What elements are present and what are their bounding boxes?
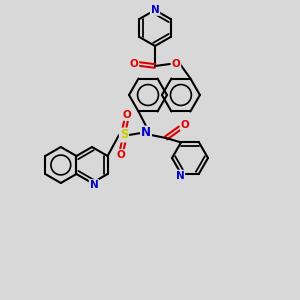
Text: N: N [90, 180, 98, 190]
Text: O: O [117, 150, 125, 160]
Text: O: O [130, 59, 138, 69]
Text: N: N [176, 171, 184, 181]
Text: O: O [172, 59, 180, 69]
Text: S: S [120, 128, 128, 142]
Text: O: O [181, 120, 189, 130]
Text: N: N [151, 5, 159, 15]
Text: N: N [141, 127, 151, 140]
Text: O: O [123, 110, 131, 120]
